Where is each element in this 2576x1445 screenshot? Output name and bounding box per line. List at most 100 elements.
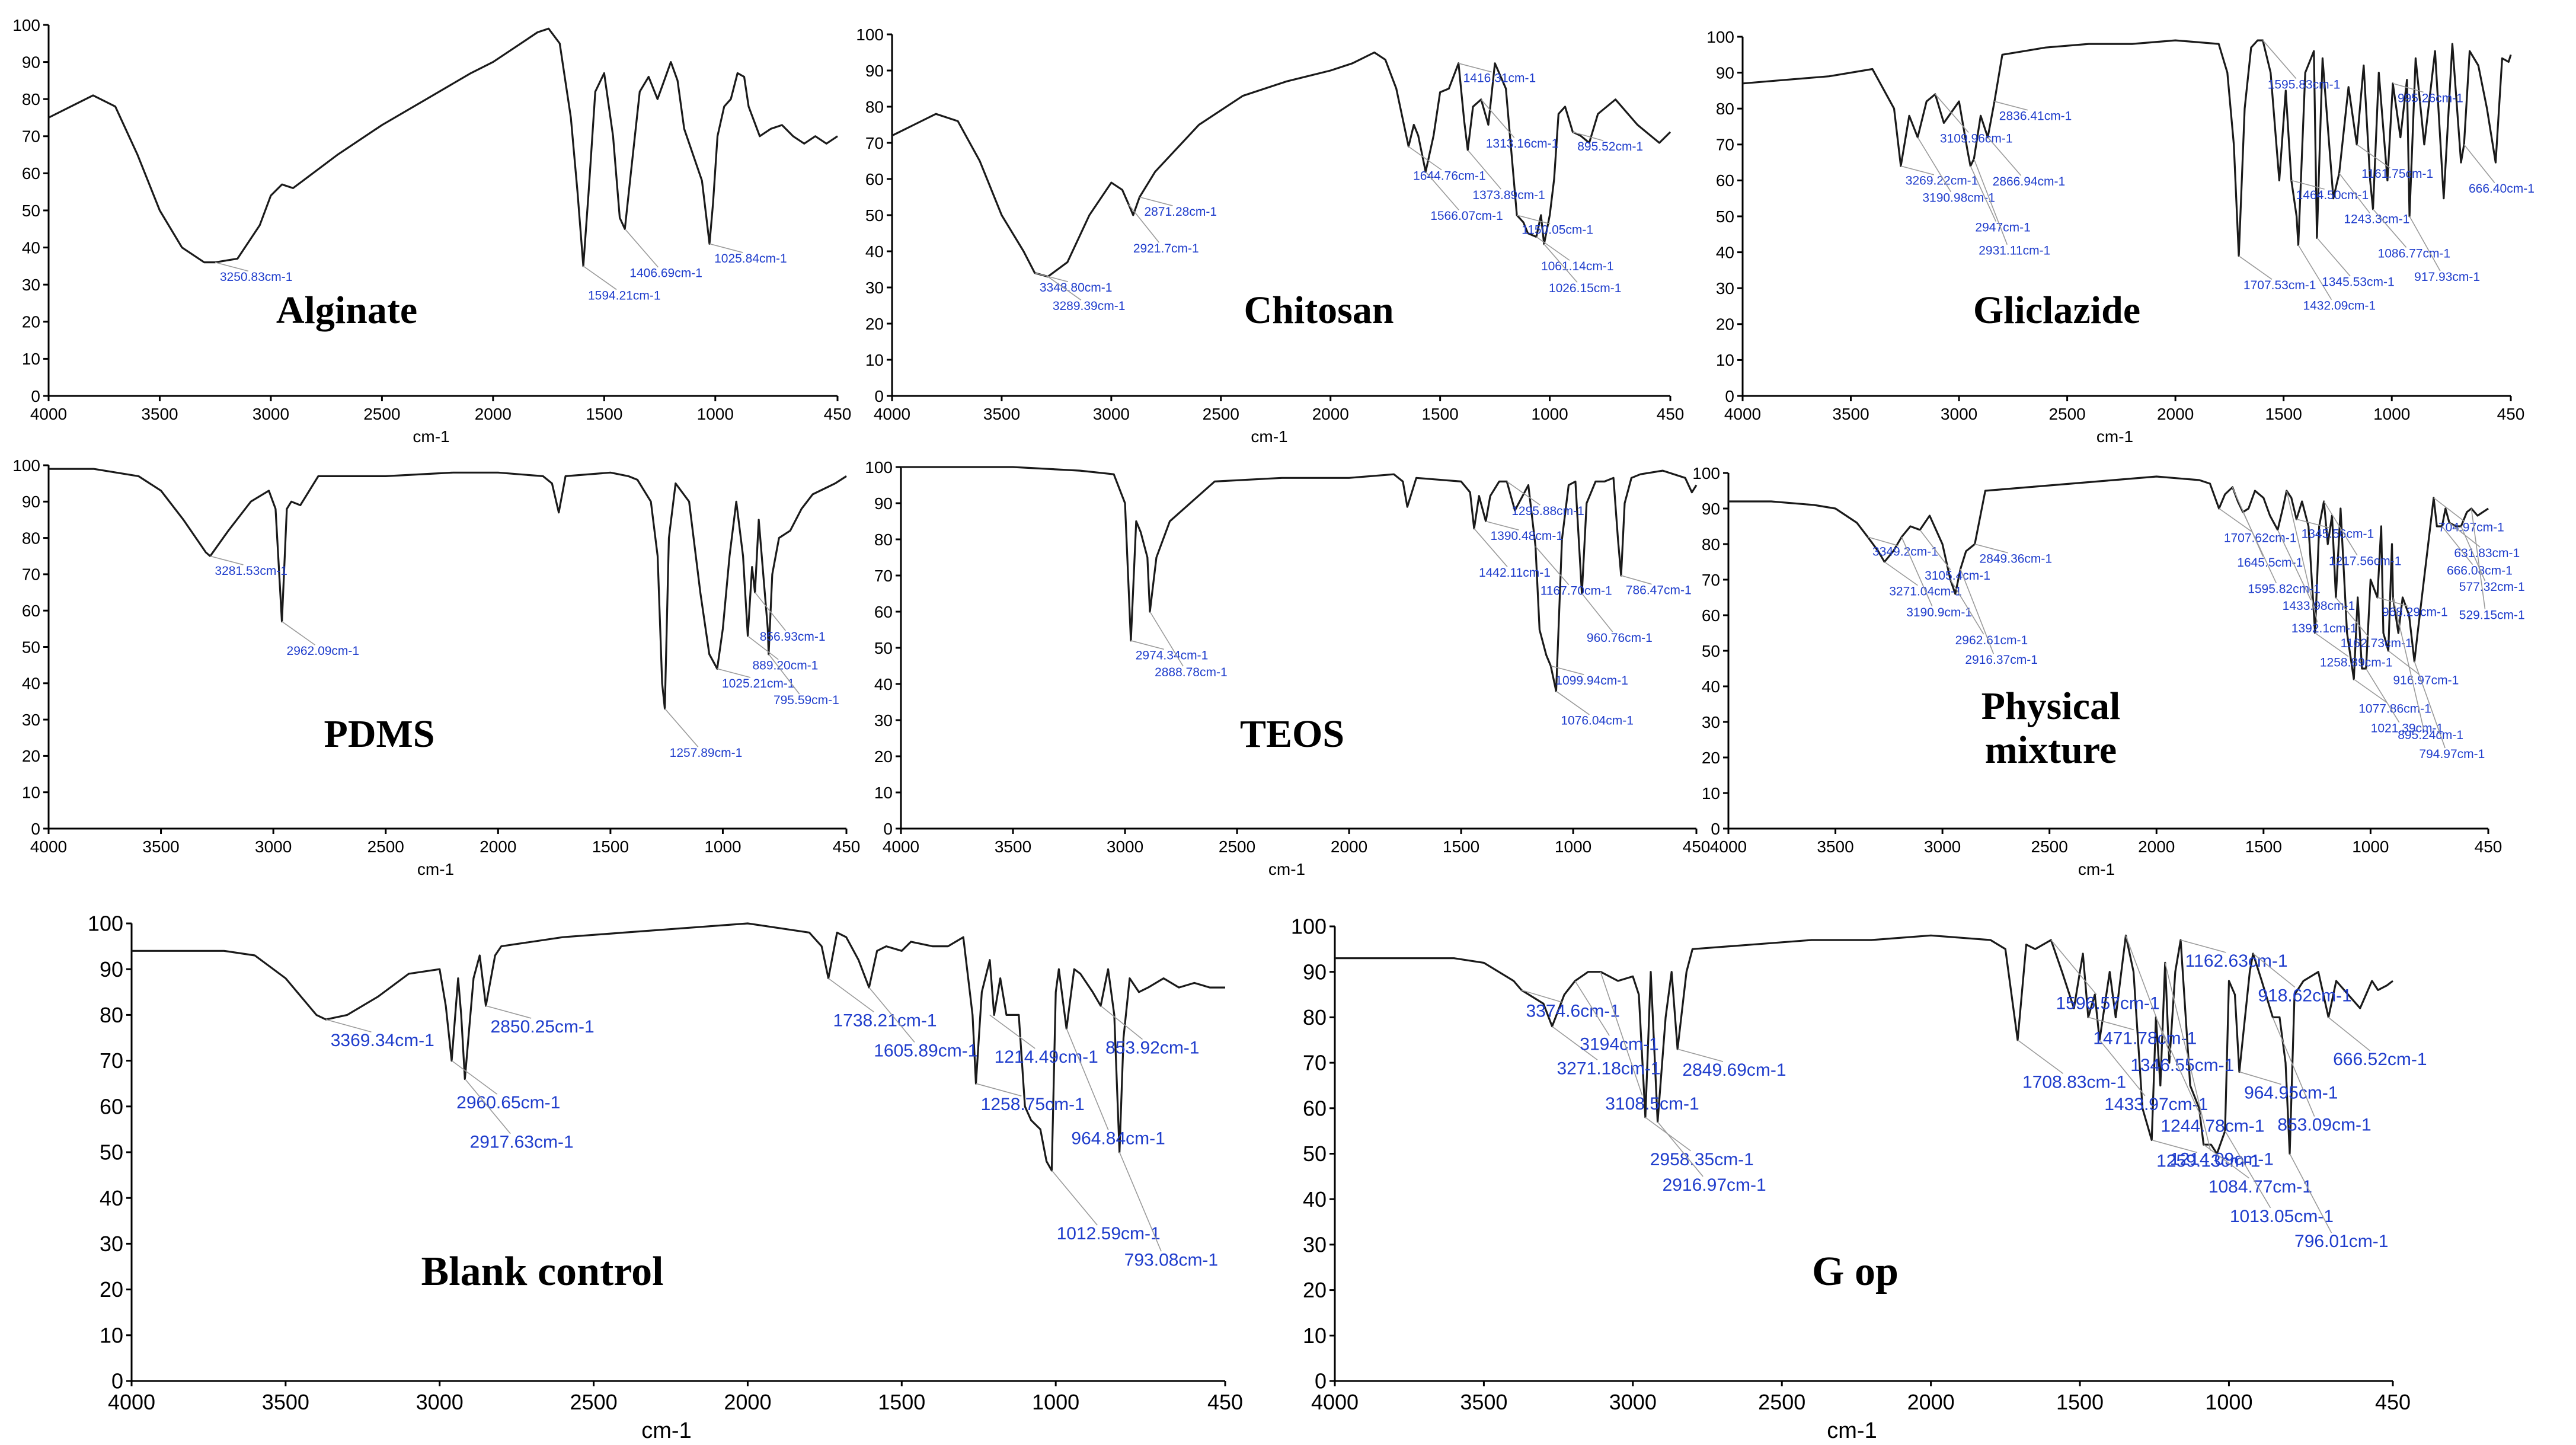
- y-tick-label: 20: [1716, 315, 1734, 334]
- peak-label: 1243.3cm-1: [2344, 212, 2409, 226]
- x-axis-label: cm-1: [1268, 860, 1305, 878]
- peak-label: 1313.16cm-1: [1486, 137, 1559, 151]
- peak-label: 964.95cm-1: [2244, 1083, 2338, 1102]
- peak-leader-line: [2180, 939, 2226, 953]
- sample-name-label: Blank control: [421, 1249, 663, 1294]
- panel-physical-mixture: 0 10 20 30 40 50 60 70 80 90 100 4000 3500 3000 2500 20…: [1692, 464, 2524, 878]
- peak-leader-line: [709, 243, 743, 253]
- peak-label: 1596.57cm-1: [2056, 993, 2159, 1013]
- peak-leader-line: [1974, 544, 2008, 554]
- x-tick-label: 2500: [2048, 405, 2085, 423]
- peak-leader-line: [1551, 665, 1584, 675]
- x-tick-label: 3500: [1832, 405, 1869, 423]
- sample-name-label: Gliclazide: [1973, 289, 2140, 332]
- x-tick-label: 1000: [697, 405, 734, 423]
- peak-label: 1392.1cm-1: [2291, 622, 2357, 635]
- y-tick-label: 20: [874, 747, 893, 766]
- y-tick-label: 80: [874, 530, 893, 549]
- x-tick-label: 1000: [1032, 1390, 1079, 1414]
- sample-name-line: mixture: [1985, 728, 2117, 772]
- y-tick-label: 40: [1303, 1187, 1327, 1211]
- peak-leader-line: [717, 668, 751, 678]
- peak-leader-line: [282, 621, 316, 645]
- y-tick-label: 80: [1303, 1005, 1327, 1030]
- peak-leader-line: [2277, 529, 2312, 600]
- peak-label: 1167.70cm-1: [1541, 584, 1612, 598]
- peak-label: 3109.96cm-1: [1940, 132, 2013, 145]
- y-tick-label: 70: [865, 134, 884, 152]
- y-tick-label: 30: [874, 711, 893, 730]
- peak-label: 1086.77cm-1: [2378, 247, 2451, 260]
- peak-label: 3281.53cm-1: [215, 564, 287, 578]
- peak-label: 1162.63cm-1: [2185, 951, 2288, 971]
- peak-label: 1217.56cm-1: [2329, 555, 2402, 568]
- peak-leader-line: [1485, 520, 1519, 530]
- x-tick-label: 3500: [1817, 837, 1853, 856]
- y-tick-label: 20: [22, 313, 40, 331]
- peak-leader-line: [2372, 209, 2407, 248]
- y-tick-label: 70: [22, 565, 40, 584]
- peak-leader-line: [1100, 1005, 1143, 1040]
- peak-leader-line: [1543, 244, 1578, 283]
- y-tick-label: 90: [1702, 500, 1720, 518]
- y-tick-label: 90: [874, 494, 893, 513]
- x-axis-label: cm-1: [1251, 427, 1287, 446]
- peak-label: 895.24cm-1: [2398, 728, 2463, 742]
- peak-leader-line: [1677, 1048, 1724, 1062]
- peak-leader-line: [1867, 536, 1899, 546]
- peak-leader-line: [2291, 180, 2325, 190]
- y-tick-label: 80: [1716, 100, 1734, 118]
- x-tick-label: 2500: [363, 405, 400, 423]
- peak-label: 1025.21cm-1: [722, 677, 795, 690]
- peak-label: 3348.80cm-1: [1040, 281, 1113, 295]
- x-tick-label: 2500: [570, 1390, 618, 1414]
- peak-label: 1346.55cm-1: [2130, 1056, 2234, 1075]
- peak-label: 1258.75cm-1: [981, 1095, 1085, 1114]
- peak-label: 3271.18cm-1: [1557, 1059, 1660, 1078]
- peak-leader-line: [1066, 1028, 1109, 1130]
- peak-label: 1566.07cm-1: [1430, 209, 1503, 223]
- y-tick-label: 70: [1716, 136, 1734, 154]
- peak-leader-line: [2225, 1130, 2271, 1209]
- peak-label: 1373.89cm-1: [1472, 188, 1545, 202]
- x-tick-label: 1000: [704, 837, 741, 856]
- y-tick-label: 100: [88, 912, 123, 936]
- sample-name-line: TEOS: [1240, 712, 1344, 756]
- peak-label: 1406.69cm-1: [629, 267, 702, 280]
- y-tick-label: 100: [1692, 464, 1720, 482]
- spectrum-trace: [1728, 475, 2489, 680]
- peak-leader-line: [1935, 94, 1969, 133]
- y-tick-label: 40: [100, 1186, 123, 1210]
- peak-leader-line: [1130, 640, 1164, 650]
- sample-name-label: Alginate: [276, 289, 417, 332]
- y-tick-label: 10: [1303, 1323, 1327, 1348]
- peak-label: 1214.09cm-1: [2170, 1150, 2274, 1169]
- peak-label: 856.93cm-1: [760, 630, 826, 644]
- peak-label: 529.15cm-1: [2459, 608, 2525, 622]
- peak-label: 853.92cm-1: [1105, 1038, 1199, 1058]
- x-tick-label: 2500: [1203, 405, 1239, 423]
- y-tick-label: 90: [100, 957, 123, 982]
- peak-leader-line: [755, 592, 787, 631]
- peak-leader-line: [868, 987, 915, 1043]
- peak-label: 2888.78cm-1: [1155, 666, 1228, 679]
- y-tick-label: 10: [100, 1323, 123, 1347]
- peak-leader-line: [583, 266, 617, 290]
- y-tick-label: 30: [100, 1232, 123, 1256]
- peak-leader-line: [1987, 137, 2022, 176]
- x-tick-label: 4000: [1710, 837, 1747, 856]
- peak-leader-line: [1408, 146, 1442, 171]
- y-tick-label: 30: [1303, 1233, 1327, 1257]
- peak-leader-line: [2353, 679, 2388, 704]
- peak-label: 1595.82cm-1: [2248, 583, 2321, 596]
- panel-alginate: 0 10 20 30 40 50 60 70 80 90 100 4000 3500 3000 2500 20…: [12, 16, 851, 446]
- peak-leader-line: [1139, 196, 1173, 206]
- peak-label: 1345.56cm-1: [2302, 528, 2374, 541]
- peak-label: 1345.53cm-1: [2322, 276, 2395, 289]
- peak-leader-line: [2203, 1144, 2249, 1179]
- peak-leader-line: [1573, 131, 1604, 142]
- peak-leader-line: [1458, 63, 1492, 73]
- x-tick-label: 3000: [1924, 837, 1961, 856]
- x-tick-label: 1500: [586, 405, 622, 423]
- peak-label: 1244.78cm-1: [2160, 1117, 2264, 1136]
